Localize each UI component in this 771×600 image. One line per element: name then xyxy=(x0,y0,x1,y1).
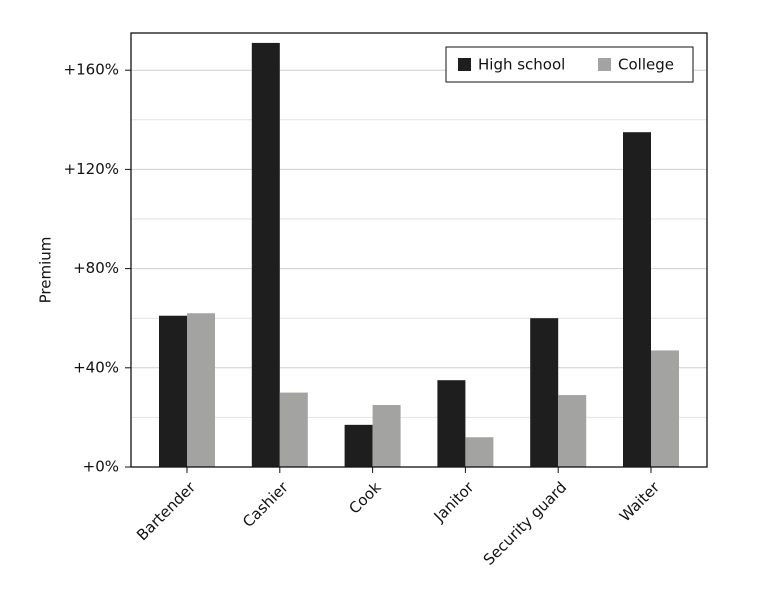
bar xyxy=(558,395,587,467)
legend-swatch xyxy=(458,58,471,71)
bar xyxy=(623,132,651,467)
y-axis-label: Premium xyxy=(37,237,55,304)
y-tick-label: +0% xyxy=(83,458,119,476)
bar xyxy=(465,437,494,467)
legend-label: High school xyxy=(478,56,565,74)
y-tick-label: +160% xyxy=(64,61,119,79)
y-tick-label: +120% xyxy=(64,160,119,178)
bar xyxy=(530,318,559,467)
x-tick-label: Waiter xyxy=(616,478,664,526)
x-tick-label: Security guard xyxy=(480,478,571,569)
y-tick-label: +80% xyxy=(73,259,119,277)
plot-frame xyxy=(130,32,708,468)
y-tick-label: +40% xyxy=(73,358,119,376)
bar xyxy=(159,315,187,467)
x-tick-label: Bartender xyxy=(133,478,199,544)
bar xyxy=(437,380,466,467)
bar xyxy=(187,313,215,467)
bar xyxy=(279,392,308,467)
x-tick-label: Janitor xyxy=(430,478,478,526)
bar xyxy=(372,405,401,467)
bar xyxy=(344,424,373,467)
bar xyxy=(251,42,280,468)
legend-label: College xyxy=(618,56,674,74)
legend-box xyxy=(445,46,694,83)
legend-swatch xyxy=(598,58,611,71)
bar xyxy=(651,350,679,467)
x-tick-label: Cook xyxy=(345,478,384,517)
x-tick-label: Cashier xyxy=(239,478,292,531)
